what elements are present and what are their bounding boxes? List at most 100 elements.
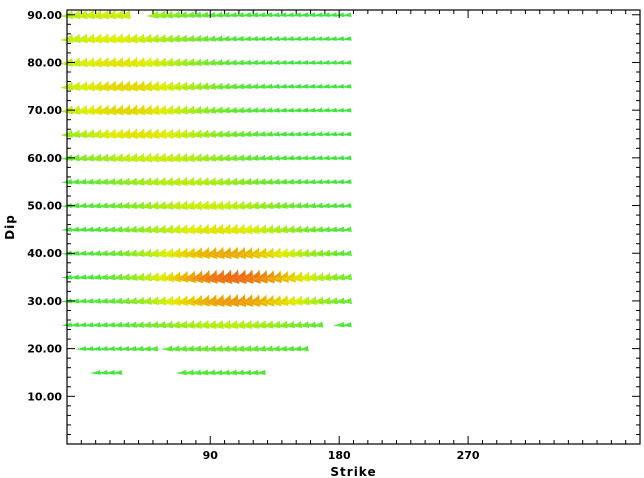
beachball-mark <box>276 35 288 41</box>
beachball-mark <box>341 131 352 137</box>
beachball-mark <box>132 177 145 186</box>
beachball-mark <box>125 177 138 186</box>
beachball-mark <box>276 59 288 65</box>
beachball-mark <box>305 178 316 185</box>
beachball-mark <box>233 11 245 18</box>
beachball-mark <box>269 201 281 209</box>
beachball-mark <box>125 249 138 257</box>
beachball-mark <box>233 177 245 186</box>
beachball-mark <box>190 34 202 42</box>
beachball-mark <box>182 320 195 329</box>
beachball-mark <box>283 178 295 185</box>
beachball-mark <box>168 152 181 163</box>
beachball-mark <box>334 202 345 208</box>
beachball-mark <box>290 248 303 258</box>
beachball-mark <box>291 83 302 89</box>
beachball-mark <box>296 271 310 282</box>
beachball-mark <box>341 179 352 184</box>
beachball-mark <box>276 107 288 113</box>
beachball-mark <box>125 201 138 209</box>
beachball-mark <box>305 131 316 137</box>
beachball-mark <box>204 177 217 186</box>
beachball-mark <box>161 34 174 43</box>
beachball-mark <box>247 177 260 185</box>
beachball-mark <box>246 224 260 234</box>
beachball-mark <box>283 225 296 234</box>
y-tick-label: 80.00 <box>27 56 62 69</box>
beachball-mark <box>83 250 94 256</box>
beachball-mark <box>139 225 152 234</box>
beachball-mark <box>175 176 188 186</box>
beachball-mark <box>76 178 87 185</box>
beachball-mark <box>90 345 101 351</box>
beachball-mark <box>190 369 202 376</box>
beachball-mark <box>125 272 138 281</box>
beachball-mark <box>248 107 259 113</box>
beachball-mark <box>283 83 295 89</box>
beachball-mark <box>276 154 288 161</box>
beachball-mark <box>291 131 302 137</box>
beachball-mark <box>197 58 209 66</box>
beachball-mark <box>168 81 181 91</box>
beachball-mark <box>326 296 338 305</box>
beachball-mark <box>276 178 288 185</box>
beachball-mark <box>97 226 109 233</box>
beachball-mark <box>341 202 352 208</box>
beachball-mark <box>160 104 174 115</box>
beachball-mark <box>161 320 174 329</box>
beachball-mark <box>168 34 181 43</box>
beachball-mark <box>212 369 223 376</box>
beachball-mark <box>211 82 224 90</box>
axis-ticks: 90 180 270 10.00 20.00 30.00 40.00 50.00 60.00 70… <box>27 9 640 462</box>
beachball-mark <box>126 345 137 352</box>
beachball-mark <box>90 202 102 209</box>
beachball-mark <box>326 226 338 233</box>
beachball-mark <box>175 105 188 115</box>
beachball-mark <box>341 59 352 65</box>
beachball-mark <box>133 321 145 328</box>
beachball-mark <box>284 35 295 41</box>
beachball-mark <box>232 200 246 210</box>
beachball-mark <box>312 321 324 328</box>
beachball-mark <box>260 247 275 259</box>
beachball-mark <box>97 369 109 375</box>
beachball-mark <box>204 369 216 376</box>
beachball-mark <box>305 155 316 161</box>
beachball-mark <box>226 11 238 18</box>
beachball-mark <box>255 369 266 376</box>
beachball-mark <box>154 320 166 329</box>
beachball-mark <box>298 155 309 161</box>
beachball-mark <box>311 296 324 305</box>
beachball-mark <box>90 273 102 280</box>
beachball-mark <box>97 202 109 209</box>
beachball-mark <box>333 321 345 328</box>
beachball-mark <box>139 296 152 305</box>
beachball-mark <box>341 107 352 113</box>
beachball-mark <box>283 201 295 209</box>
beachball-mark <box>204 345 216 352</box>
beachball-mark <box>119 345 130 352</box>
beachball-mark <box>154 224 167 234</box>
beachball-mark <box>262 131 273 137</box>
beachball-mark <box>226 345 238 352</box>
beachball-mark <box>312 83 323 89</box>
beachball-mark <box>240 177 252 186</box>
beachball-mark <box>268 320 281 329</box>
beachball-mark <box>240 200 253 210</box>
beachball-mark <box>104 321 116 328</box>
beachball-mark <box>248 12 259 18</box>
beachball-mark <box>118 249 131 257</box>
beachball-mark <box>161 200 174 210</box>
y-tick-label: 30.00 <box>27 295 62 308</box>
beachball-mark <box>276 131 288 137</box>
y-tick-label: 20.00 <box>27 343 62 356</box>
beachball-mark <box>282 248 296 258</box>
beachball-mark <box>255 154 266 161</box>
beachball-mark <box>196 200 210 211</box>
beachball-mark <box>183 345 195 352</box>
beachball-mark <box>197 319 210 329</box>
beachball-mark <box>340 297 352 304</box>
beachball-mark <box>212 11 223 18</box>
beachball-mark <box>139 177 152 186</box>
beachball-mark <box>146 296 160 306</box>
